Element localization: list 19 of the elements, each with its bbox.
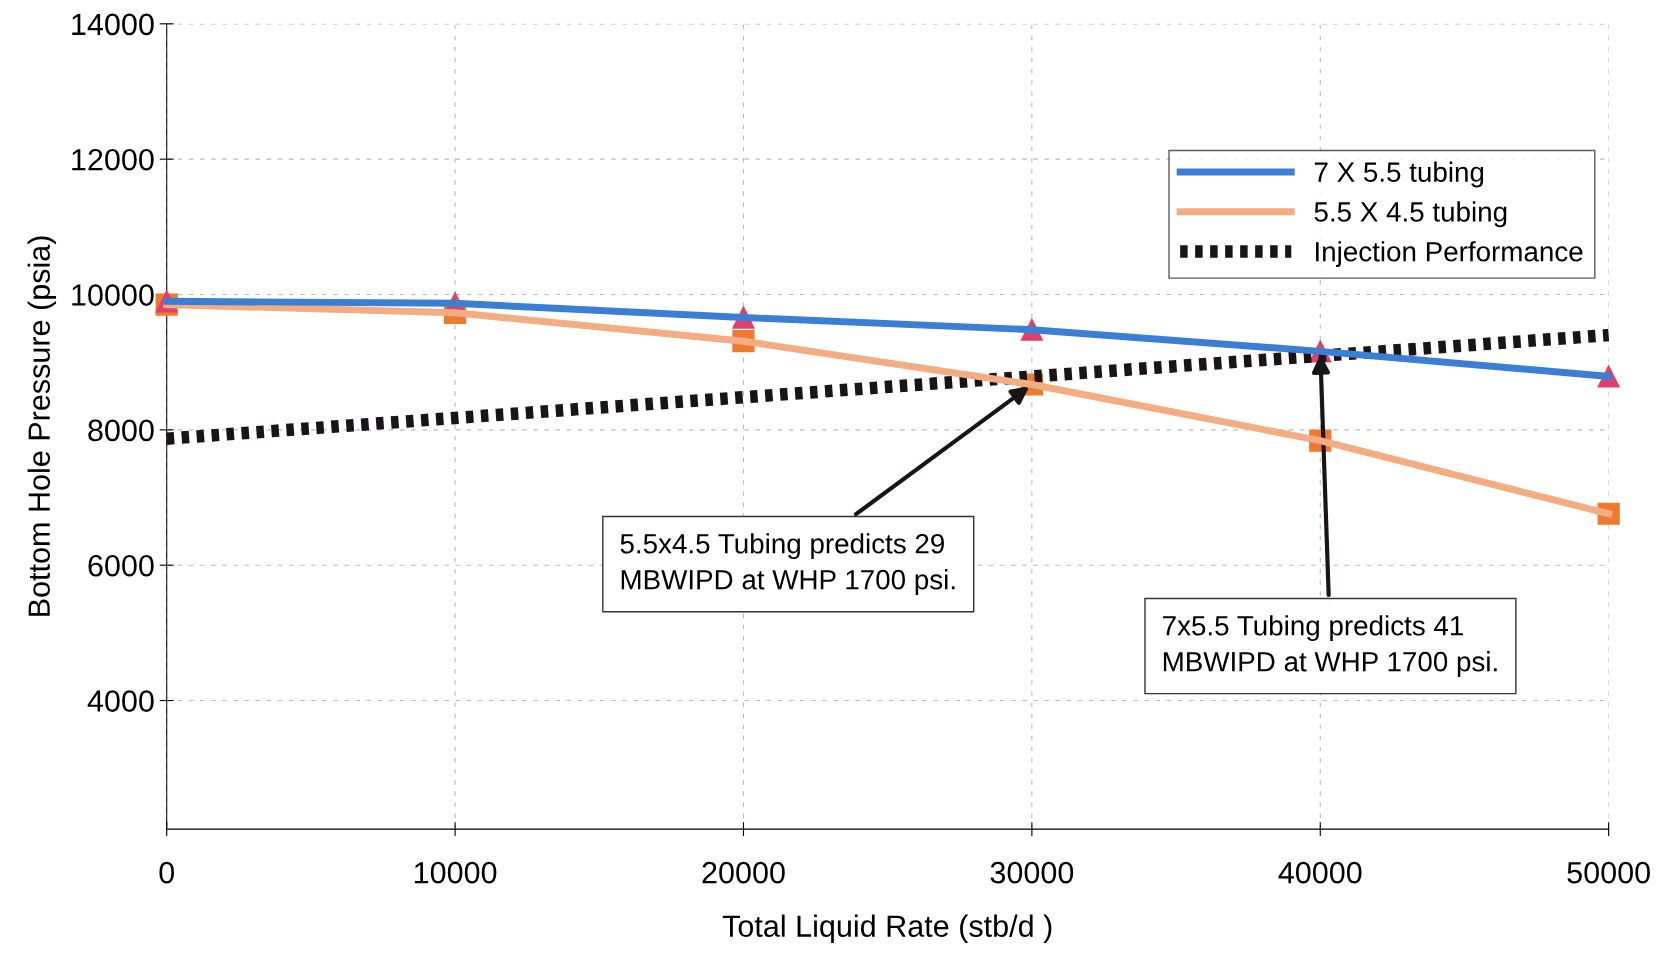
y-tick-label: 10000	[72, 284, 154, 306]
annotation: 5.5x4.5 Tubing predicts 29 MBWIPD at WHP 1700 psi.	[620, 533, 955, 596]
y-tick-label: 12000	[72, 148, 154, 171]
x-tick-label: 50000	[1567, 861, 1650, 884]
y-axis-title: Bottom Hole Pressure (psia)	[27, 236, 57, 616]
annotation: 7x5.5 Tubing predicts 41 MBWIPD at WHP 1700 psi.	[1163, 615, 1497, 678]
x-tick-label: 20000	[702, 861, 785, 884]
x-tick-label: 10000	[414, 861, 497, 884]
x-tick-label: 0	[159, 861, 174, 884]
y-tick-label: 6000	[88, 554, 154, 577]
y-tick-label: 4000	[87, 690, 154, 712]
x-tick-label: 30000	[990, 861, 1074, 884]
x-axis-title: Total Liquid Rate (stb/d )	[722, 914, 1052, 944]
legend-label: 5.5 X 4.5 tubing	[1314, 201, 1507, 228]
x-tick-label: 40000	[1278, 861, 1362, 884]
y-tick-label: 8000	[88, 419, 154, 442]
y-tick-label: 14000	[72, 13, 154, 36]
legend-label: Injection Performance	[1316, 241, 1583, 268]
legend-label: 7 X 5.5 tubing	[1314, 161, 1484, 188]
